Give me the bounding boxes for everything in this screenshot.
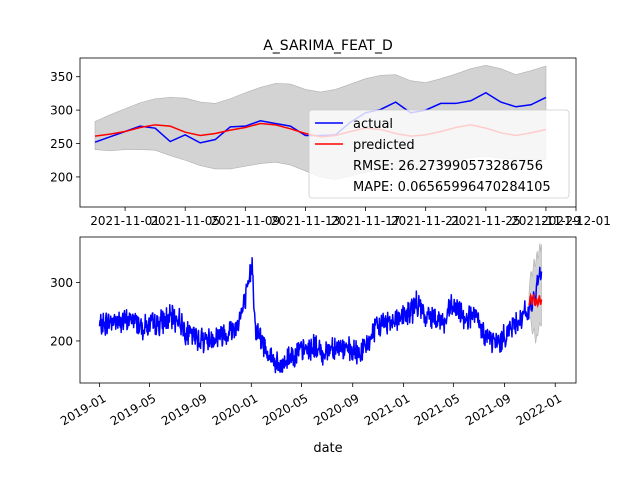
legend-mape: MAPE: 0.06565996470284105 bbox=[353, 180, 551, 195]
x-tick-label: 2021-11-21 bbox=[391, 214, 461, 228]
x-tick-label: 2021-11-17 bbox=[331, 214, 401, 228]
y-tick-label: 200 bbox=[50, 334, 73, 348]
y-tick-label: 350 bbox=[50, 70, 73, 84]
x-tick-label: 2019-09 bbox=[159, 391, 209, 428]
x-tick-label: 2019-05 bbox=[108, 391, 158, 428]
legend-actual-label: actual bbox=[353, 117, 393, 132]
y-tick-label: 200 bbox=[50, 170, 73, 184]
top-chart: 2021-11-012021-11-052021-11-092021-11-13… bbox=[50, 57, 611, 228]
top-y-axis: 200 250 300 350 bbox=[50, 70, 80, 184]
bottom-x-axis: 2019-01 2019-05 2019-09 2020-01 2020-05 2020-… bbox=[58, 383, 564, 428]
x-tick-label: 2021-12-01 bbox=[541, 214, 611, 228]
y-tick-label: 300 bbox=[50, 276, 73, 290]
confidence-band bbox=[528, 243, 542, 344]
figure-title: A_SARIMA_FEAT_D bbox=[263, 38, 393, 54]
x-tick-label: 2021-11-09 bbox=[210, 214, 280, 228]
bottom-y-axis: 200 300 bbox=[50, 276, 80, 348]
x-tick-label: 2021-05 bbox=[412, 391, 462, 428]
x-tick-label: 2022-01 bbox=[514, 391, 564, 428]
series-line-actual bbox=[98, 257, 543, 374]
bottom-confidence-band bbox=[528, 243, 542, 344]
legend-box bbox=[308, 109, 570, 199]
bottom-series-lines bbox=[98, 257, 543, 374]
x-tick-label: 2020-09 bbox=[311, 391, 361, 428]
y-tick-label: 300 bbox=[50, 104, 73, 118]
legend-predicted-label: predicted bbox=[353, 138, 415, 153]
x-tick-label: 2020-05 bbox=[260, 391, 310, 428]
series-line-predicted bbox=[528, 292, 543, 309]
bottom-axes-frame bbox=[79, 236, 577, 384]
top-axes-frame bbox=[79, 57, 577, 208]
x-tick-label: 2021-01 bbox=[362, 391, 412, 428]
legend-rmse: RMSE: 26.273990573286756 bbox=[353, 159, 543, 174]
x-tick-label: 2019-01 bbox=[58, 391, 108, 428]
x-tick-label: 2021-11-29 bbox=[511, 214, 581, 228]
x-tick-label: 2021-11-25 bbox=[451, 214, 521, 228]
x-tick-label: 2021-11-05 bbox=[150, 214, 220, 228]
x-tick-label: 2020-01 bbox=[210, 391, 260, 428]
x-tick-label: 2021-11-01 bbox=[90, 214, 160, 228]
x-tick-label: 2021-11-13 bbox=[271, 214, 341, 228]
top-x-axis: 2021-11-012021-11-052021-11-092021-11-13… bbox=[90, 207, 611, 228]
y-tick-label: 250 bbox=[50, 137, 73, 151]
x-tick-label: 2021-09 bbox=[463, 391, 513, 428]
legend: actual predicted RMSE: 26.27399057328675… bbox=[308, 109, 570, 199]
bottom-chart: 2019-01 2019-05 2019-09 2020-01 2020-05 2020-… bbox=[50, 236, 577, 456]
bottom-x-axis-label: date bbox=[313, 441, 342, 456]
